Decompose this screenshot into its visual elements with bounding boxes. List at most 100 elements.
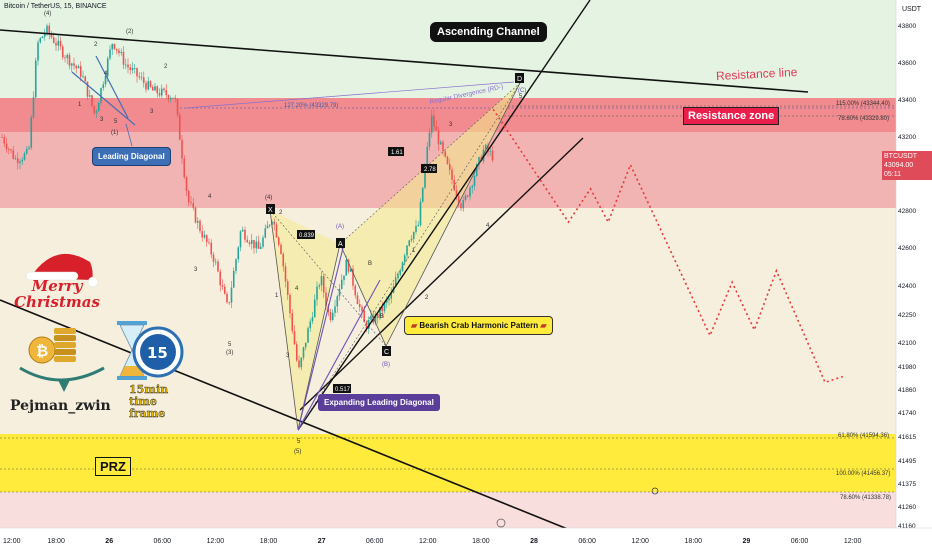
candle-body [390,292,393,299]
svg-text:0.517: 0.517 [335,387,351,393]
candle-body [275,224,278,238]
candle-body [316,286,318,300]
x-tick-label: 18:00 [685,538,703,545]
candle-body [142,77,145,83]
candle-body [57,40,60,46]
point-c: C [382,346,391,356]
candle-body [145,82,147,90]
y-axis-panel [896,0,932,550]
candle-body [426,146,429,168]
bearish-crab-label: Bearish Crab Harmonic Pattern [419,321,539,330]
y-tick-label: 41260 [898,504,916,511]
candle-body [23,153,26,160]
candle-body [14,158,17,160]
candle-body [241,229,244,232]
candle-body [210,242,213,255]
y-axis-unit: USDT [902,6,922,13]
candle-body [406,245,408,256]
candle-body [133,68,136,69]
candle-body [338,288,341,297]
candle-body [489,150,492,152]
candle-body [244,229,246,240]
x-tick-label: 18:00 [47,538,65,545]
candle-body [363,310,366,323]
x-tick-label: 12:00 [207,538,225,545]
candle-body [169,98,172,100]
candle-body [226,293,228,303]
candle-body [347,259,350,272]
harmonic-bd [339,82,521,245]
point-a: A [336,238,345,248]
price-tag-symbol: BTCUSDT [884,153,918,160]
candle-body [264,228,267,238]
candle-body [149,81,152,87]
candle-body [246,239,249,243]
merry-christmas-text: Merry Christmas [14,277,100,311]
y-tick-label: 41375 [898,481,916,488]
y-tick-label: 41495 [898,458,916,465]
candle-body [367,320,370,329]
candle-body [464,195,467,201]
candle-body [61,46,64,58]
candle-body [410,238,413,241]
candle-body [300,357,303,368]
divergence-line [185,81,515,109]
candle-body [34,60,37,98]
candle-body [442,141,444,152]
candle-body [55,42,57,46]
candle-body [448,164,451,170]
candle-body [212,254,215,262]
candle-body [262,237,264,247]
candle-body [154,86,156,91]
timeframe-text: 15min time frame [129,383,169,420]
candle-body [253,240,255,249]
candle-body [118,50,120,54]
candle-body [167,95,170,100]
leading-diagonal-pointer [125,123,133,147]
candle-body [259,246,262,249]
point-b-label: B [368,261,372,267]
x-tick-label: 28 [530,538,538,545]
candle-body [194,207,197,223]
price-tag-countdown: 05:11 [884,171,901,178]
harmonic-triangle-right [340,83,520,346]
candle-body [255,241,258,249]
candle-body [109,49,111,59]
wave-label-4-top: (4) [44,11,51,17]
candle-body [232,270,235,288]
candle-body [340,279,343,289]
candle-body [16,158,19,164]
leading-diagonal-callout: Leading Diagonal [92,147,171,166]
candle-body [457,195,460,204]
candle-body [322,276,325,293]
wave-label-4d: 4 [486,223,490,229]
candle-body [50,33,53,38]
candles-group [1,22,494,371]
x-tick-label: 29 [743,538,751,545]
candle-body [343,275,345,280]
y-tick-label: 42250 [898,312,916,319]
candle-body [181,139,183,159]
candle-body [370,315,372,321]
fib-label-786-upper: 78.60% (43329.80) [838,116,889,122]
candle-body [68,54,71,66]
candle-body [455,190,458,196]
candle-body [113,43,116,49]
candle-body [115,48,118,51]
candle-body [214,261,217,263]
fib-label-100: 100.00% (41456.37) [836,471,890,477]
wave-label-5a: 5 [114,119,118,125]
candle-body [302,347,305,358]
candle-body [1,137,3,138]
candle-body [136,68,138,77]
x-tick-label: 26 [105,538,113,545]
y-tick-label: 42400 [898,283,916,290]
candle-body [435,126,438,131]
y-tick-label: 43200 [898,134,916,141]
candle-body [325,292,327,307]
candle-body [484,144,487,150]
candle-body [156,86,159,94]
ascending-channel-callout: Ascending Channel [430,22,547,42]
y-tick-label: 43600 [898,60,916,67]
